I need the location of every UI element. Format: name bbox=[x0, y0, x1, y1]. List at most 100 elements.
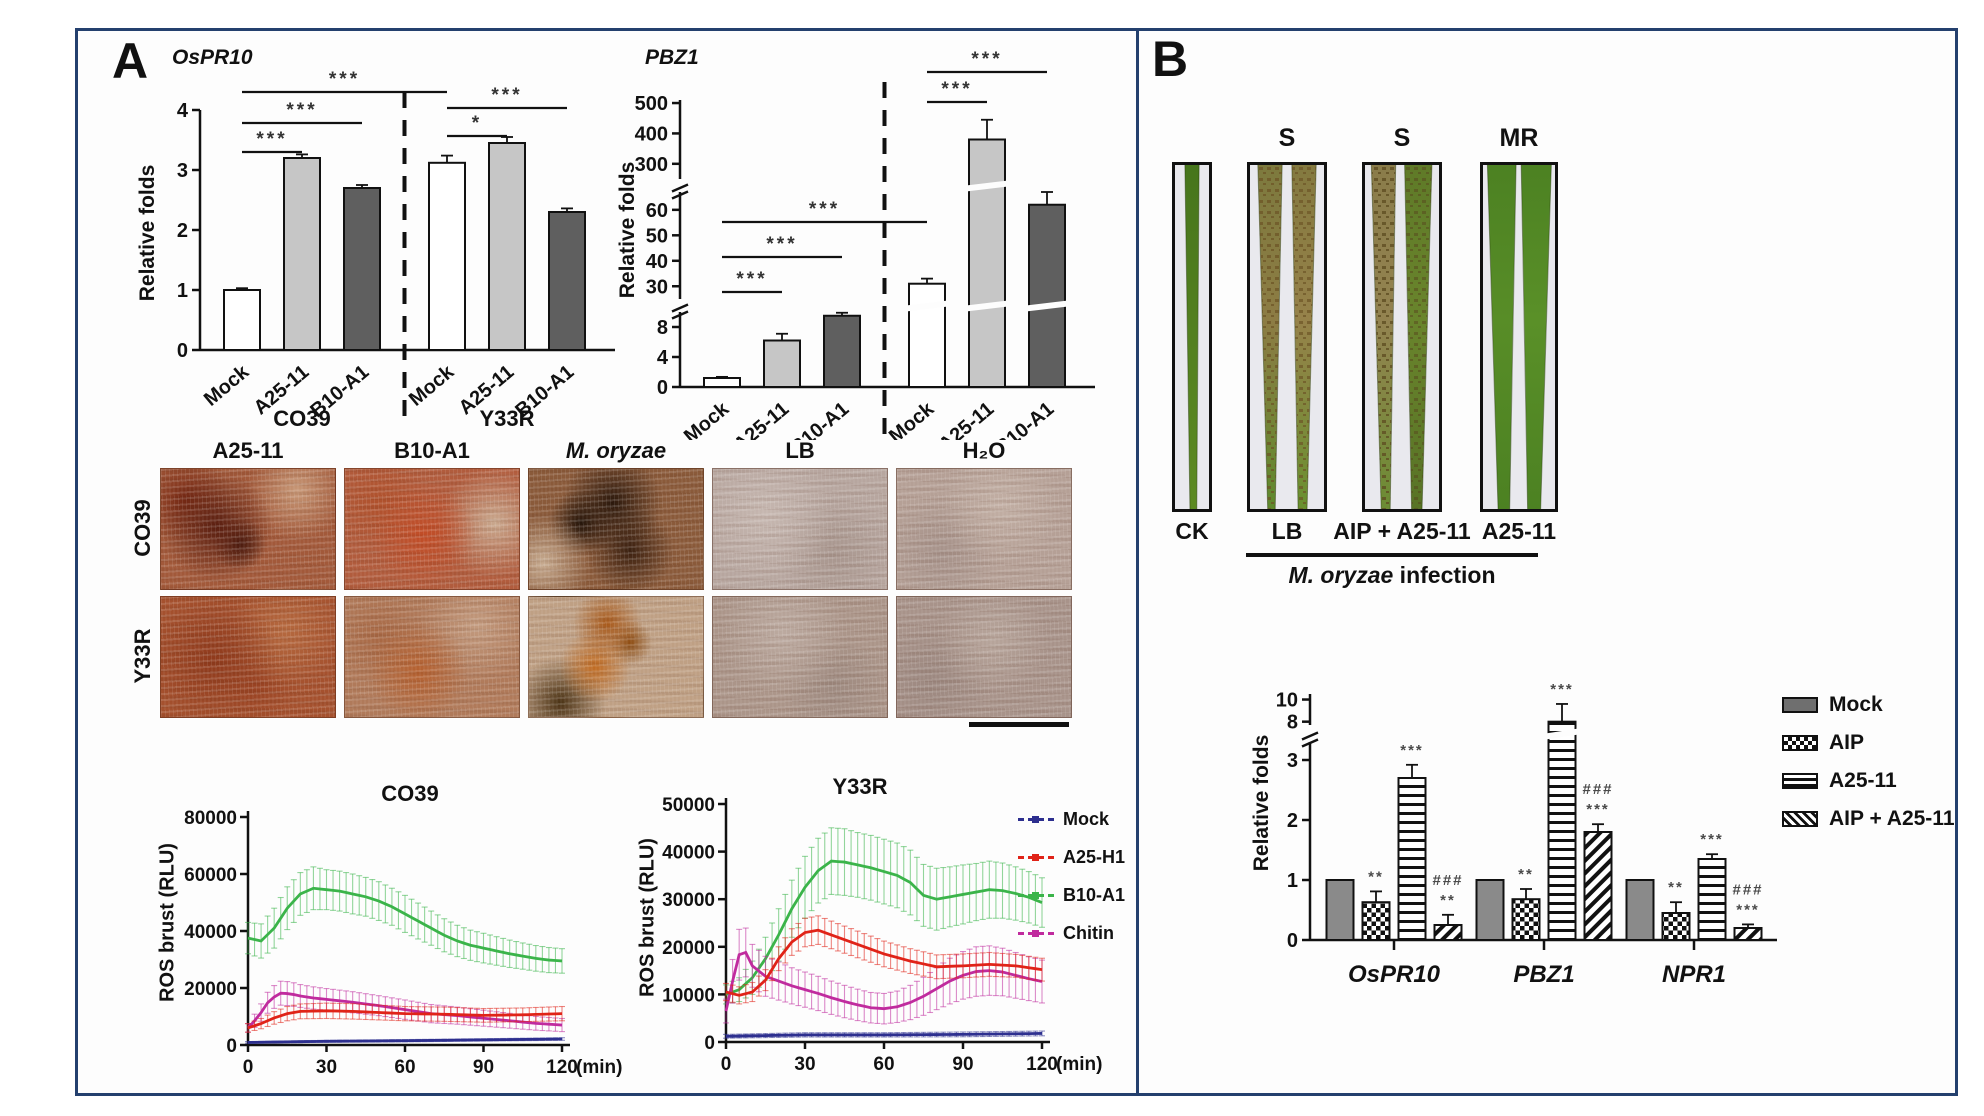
ros-legend-swatch bbox=[1018, 815, 1054, 823]
svg-text:***: *** bbox=[736, 269, 767, 290]
svg-text:120: 120 bbox=[546, 1057, 578, 1078]
microscopy-col-header: H₂O bbox=[962, 438, 1006, 463]
svg-text:50: 50 bbox=[646, 225, 668, 247]
panelb-legend-swatch bbox=[1782, 735, 1818, 751]
leaf-photo-box bbox=[1480, 162, 1558, 512]
svg-text:**: ** bbox=[1440, 892, 1456, 909]
microscopy-tile bbox=[344, 468, 520, 590]
ospr10-bar-chart: 0 1 2 3 4 Mock A25-11 B10-A1 CO39 Mock A25-11 B10-A… bbox=[118, 42, 623, 444]
ospr10-title: OsPR10 bbox=[172, 46, 253, 69]
ros-legend-label: Mock bbox=[1063, 808, 1110, 829]
microscopy-col-header: LB bbox=[785, 438, 815, 463]
svg-text:20000: 20000 bbox=[184, 979, 237, 1000]
panel-a-label: A bbox=[112, 33, 149, 89]
infection-label-rest: infection bbox=[1393, 562, 1496, 588]
svg-text:***: *** bbox=[766, 234, 797, 255]
svg-text:0: 0 bbox=[657, 377, 668, 399]
svg-text:PBZ1: PBZ1 bbox=[1513, 961, 1574, 988]
panelb-legend-item: AIP + A25-11 bbox=[1782, 800, 1955, 838]
svg-text:***: *** bbox=[491, 85, 522, 106]
microscopy-tile bbox=[160, 596, 336, 718]
svg-text:3: 3 bbox=[1287, 750, 1298, 772]
svg-text:10000: 10000 bbox=[662, 985, 715, 1006]
ros-legend-item: A25-H1 bbox=[1018, 838, 1125, 876]
leaf-photo-box bbox=[1172, 162, 1212, 512]
svg-text:A25-11: A25-11 bbox=[730, 398, 794, 440]
ros-co39-title: CO39 bbox=[381, 781, 439, 806]
panelb-legend-swatch bbox=[1782, 773, 1818, 789]
svg-text:60: 60 bbox=[394, 1057, 415, 1078]
leaf-condition-label: S bbox=[1278, 124, 1296, 152]
svg-text:40000: 40000 bbox=[662, 843, 715, 864]
svg-text:30: 30 bbox=[646, 276, 668, 298]
leaf-treatment-label: CK bbox=[1175, 518, 1209, 544]
svg-text:CO39: CO39 bbox=[273, 406, 330, 431]
svg-text:###: ### bbox=[1432, 872, 1463, 889]
ros-y33r-line-chart: 0 10000 20000 30000 40000 50000 0 30 60 90 120 (min… bbox=[628, 768, 1128, 1103]
svg-text:50000: 50000 bbox=[662, 795, 715, 816]
svg-text:80000: 80000 bbox=[184, 808, 237, 829]
panelb-legend-label: Mock bbox=[1829, 693, 1883, 716]
microscopy-tile bbox=[712, 596, 888, 718]
svg-text:***: *** bbox=[1700, 831, 1724, 848]
svg-text:Y33R: Y33R bbox=[479, 406, 534, 431]
svg-text:60: 60 bbox=[646, 200, 668, 222]
microscopy-tile bbox=[528, 596, 704, 718]
infection-underline bbox=[1246, 553, 1538, 557]
svg-text:300: 300 bbox=[635, 154, 668, 176]
svg-text:Mock: Mock bbox=[885, 397, 939, 440]
svg-text:30000: 30000 bbox=[662, 890, 715, 911]
svg-text:***: *** bbox=[256, 129, 287, 150]
svg-text:***: *** bbox=[941, 79, 972, 100]
svg-text:8: 8 bbox=[657, 317, 668, 339]
leaf-photo-box bbox=[1362, 162, 1442, 512]
svg-text:30: 30 bbox=[316, 1057, 337, 1078]
panelb-legend-swatch bbox=[1782, 697, 1818, 713]
svg-text:500: 500 bbox=[635, 93, 668, 115]
ros-legend-swatch bbox=[1018, 929, 1054, 937]
ros-legend-item: B10-A1 bbox=[1018, 876, 1125, 914]
microscopy-tile bbox=[712, 468, 888, 590]
ros-legend-label: A25-H1 bbox=[1063, 846, 1126, 867]
svg-text:***: *** bbox=[1736, 901, 1760, 918]
ros-y33r-title: Y33R bbox=[832, 774, 888, 799]
svg-text:0: 0 bbox=[704, 1033, 715, 1054]
leaf-treatment-label: AIP + A25-11 bbox=[1333, 518, 1471, 544]
svg-text:(min): (min) bbox=[1056, 1054, 1102, 1075]
svg-text:0: 0 bbox=[243, 1057, 254, 1078]
panelb-legend-swatch bbox=[1782, 811, 1818, 827]
svg-text:90: 90 bbox=[473, 1057, 494, 1078]
panelb-legend-label: AIP + A25-11 bbox=[1829, 807, 1955, 830]
ros-legend: Mock A25-H1 B10-A1 Chitin bbox=[1018, 800, 1125, 952]
ros-legend-label: Chitin bbox=[1063, 922, 1114, 943]
ros-legend-label: B10-A1 bbox=[1063, 884, 1126, 905]
svg-text:60000: 60000 bbox=[184, 865, 237, 886]
ros-legend-swatch bbox=[1018, 853, 1054, 861]
microscopy-tile bbox=[528, 468, 704, 590]
svg-text:2: 2 bbox=[177, 220, 188, 242]
svg-text:**: ** bbox=[1518, 866, 1534, 883]
panelb-legend-item: Mock bbox=[1782, 686, 1955, 724]
pbz1-title: PBZ1 bbox=[645, 46, 699, 69]
panelb-legend-label: A25-11 bbox=[1829, 769, 1897, 792]
svg-text:120: 120 bbox=[1026, 1054, 1058, 1075]
svg-text:OsPR10: OsPR10 bbox=[1348, 961, 1441, 988]
leaf-photo-box bbox=[1247, 162, 1327, 512]
svg-text:***: *** bbox=[286, 100, 317, 121]
svg-text:40000: 40000 bbox=[184, 922, 237, 943]
svg-text:400: 400 bbox=[635, 123, 668, 145]
svg-text:***: *** bbox=[809, 199, 840, 220]
panelb-legend: Mock AIP A25-11 AIP + A25-11 bbox=[1782, 686, 1955, 838]
panel-b-label: B bbox=[1152, 31, 1189, 87]
svg-text:0: 0 bbox=[226, 1036, 237, 1057]
svg-text:40: 40 bbox=[646, 251, 668, 273]
svg-text:B10-A1: B10-A1 bbox=[991, 398, 1058, 440]
panelb-bar-chart: 0 1 2 3 8 10 ** *** ** ### ** *** *** ### ** *** *** ### O… bbox=[1232, 638, 1780, 1003]
panelb-legend-item: AIP bbox=[1782, 724, 1955, 762]
svg-text:A25-11: A25-11 bbox=[935, 398, 999, 440]
microscopy-tile bbox=[160, 468, 336, 590]
svg-text:0: 0 bbox=[1287, 930, 1298, 952]
svg-text:***: *** bbox=[329, 69, 360, 90]
microscopy-col-header: B10-A1 bbox=[394, 438, 470, 463]
svg-text:Mock: Mock bbox=[680, 397, 734, 440]
